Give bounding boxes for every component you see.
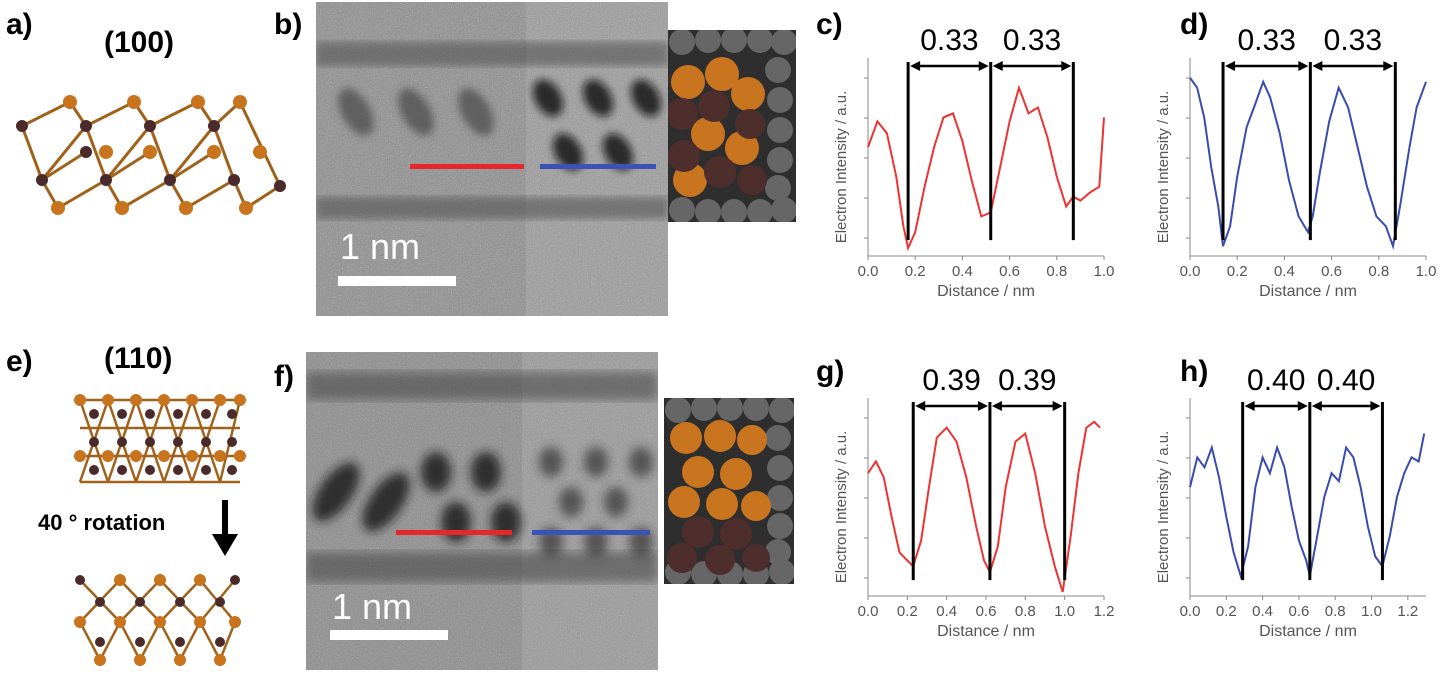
arrowhead-left: [992, 61, 1003, 71]
x-tick-label: 1.0: [1361, 603, 1382, 620]
x-tick-label: 0.0: [1180, 603, 1201, 620]
spacing-label: 0.40: [1317, 364, 1375, 397]
nanotube-model-b: [668, 30, 796, 222]
x-tick-label: 0.4: [936, 603, 957, 620]
arrowhead-left: [991, 401, 1002, 411]
rotation-label: 40 ° rotation: [38, 510, 166, 535]
arrowhead-right: [1298, 61, 1309, 71]
profile-line-red-f: [396, 530, 512, 535]
chart-g: 0.0 0.2 0.4 0.6 0.8 1.0 1.2 Distance / nm Electr…: [833, 364, 1115, 640]
spacing-label: 0.39: [922, 364, 980, 397]
arrowhead-right: [978, 61, 989, 71]
chart-d: 0.0 0.2 0.4 0.6 0.8 1.0 Distance / nm Electron …: [1155, 24, 1437, 300]
arrowhead-right: [1052, 401, 1063, 411]
x-tick-label: 1.2: [1094, 603, 1115, 620]
x-tick-label: 0.0: [1180, 263, 1201, 280]
arrowhead-right: [1370, 401, 1381, 411]
x-tick-label: 0.6: [976, 603, 997, 620]
structure-110-illustration: [74, 394, 246, 484]
arrowhead-left: [1244, 401, 1255, 411]
scale-bar-b: [338, 276, 456, 286]
panel-label-c: c): [816, 8, 843, 41]
x-tick-label: 0.8: [1368, 263, 1389, 280]
x-tick-label: 0.8: [1325, 603, 1346, 620]
arrowhead-left: [915, 401, 926, 411]
x-axis-label: Distance / nm: [937, 623, 1035, 640]
x-tick-label: 0.0: [858, 263, 879, 280]
x-tick-label: 0.6: [1321, 263, 1342, 280]
spacing-label: 0.33: [1003, 24, 1061, 57]
x-tick-label: 0.6: [1288, 603, 1309, 620]
arrowhead-right: [1061, 61, 1072, 71]
x-tick-label: 0.0: [858, 603, 879, 620]
intensity-profile-line: [1189, 77, 1427, 250]
arrowhead-right: [1383, 61, 1394, 71]
y-axis-label: Electron Intensity / a.u.: [1155, 91, 1172, 244]
y-axis-label: Electron Intensity / a.u.: [833, 91, 850, 244]
spacing-label: 0.40: [1247, 364, 1305, 397]
x-tick-label: 1.0: [1094, 263, 1115, 280]
arrowhead-left: [1225, 61, 1236, 71]
spacing-label: 0.33: [1324, 24, 1382, 57]
chart-c: 0.0 0.2 0.4 0.6 0.8 1.0 Distance / nm Electron …: [833, 24, 1115, 300]
intensity-profile-line: [867, 84, 1105, 252]
y-axis-label: Electron Intensity / a.u.: [833, 431, 850, 584]
x-tick-label: 0.6: [999, 263, 1020, 280]
x-tick-label: 0.4: [1274, 263, 1295, 280]
spacing-label: 0.39: [998, 364, 1056, 397]
arrowhead-left: [910, 61, 921, 71]
x-axis-label: Distance / nm: [1259, 283, 1357, 300]
panel-label-g: g): [816, 355, 845, 388]
x-tick-label: 1.2: [1397, 603, 1418, 620]
profile-line-blue-f: [532, 530, 650, 535]
arrowhead-right: [977, 401, 988, 411]
x-tick-label: 0.2: [897, 603, 918, 620]
arrowhead-right: [1297, 401, 1308, 411]
panel-label-d: d): [1180, 8, 1209, 41]
panel-label-b: b): [274, 8, 303, 41]
profile-line-red-b: [410, 164, 524, 169]
structure-100-illustration: [16, 95, 286, 215]
x-tick-label: 1.0: [1054, 603, 1075, 620]
nanotube-model-f: [664, 398, 794, 584]
chart-h: 0.0 0.2 0.4 0.6 0.8 1.0 1.2 Distance / nm Electr…: [1155, 364, 1426, 640]
arrowhead-left: [1312, 61, 1323, 71]
scale-label-f: 1 nm: [332, 586, 413, 627]
panel-label-a: a): [6, 8, 33, 41]
spacing-label: 0.33: [1238, 24, 1296, 57]
profile-line-blue-b: [540, 164, 656, 169]
panel-label-e: e): [6, 345, 33, 378]
spacing-label: 0.33: [920, 24, 978, 57]
facet-100-title: (100): [104, 26, 175, 59]
x-tick-label: 0.4: [952, 263, 973, 280]
x-axis-label: Distance / nm: [1259, 623, 1357, 640]
x-tick-label: 1.0: [1416, 263, 1437, 280]
x-tick-label: 0.2: [905, 263, 926, 280]
x-tick-label: 0.2: [1216, 603, 1237, 620]
x-axis-label: Distance / nm: [937, 283, 1035, 300]
structure-110-rotated-illustration: [74, 574, 241, 666]
x-tick-label: 0.4: [1252, 603, 1273, 620]
micrograph-b: [316, 2, 668, 316]
intensity-profile-line: [1189, 433, 1426, 580]
x-tick-label: 0.2: [1227, 263, 1248, 280]
arrowhead-left: [1311, 401, 1322, 411]
scale-label-b: 1 nm: [340, 226, 421, 267]
scale-bar-f: [330, 630, 448, 640]
micrograph-b-image: [316, 2, 668, 316]
facet-110-title: (110): [104, 342, 173, 375]
rotation-arrow-icon: [212, 500, 238, 556]
x-tick-label: 0.8: [1015, 603, 1036, 620]
y-axis-label: Electron Intensity / a.u.: [1155, 431, 1172, 584]
panel-label-h: h): [1180, 355, 1209, 388]
panel-label-f: f): [274, 360, 294, 393]
x-tick-label: 0.8: [1046, 263, 1067, 280]
